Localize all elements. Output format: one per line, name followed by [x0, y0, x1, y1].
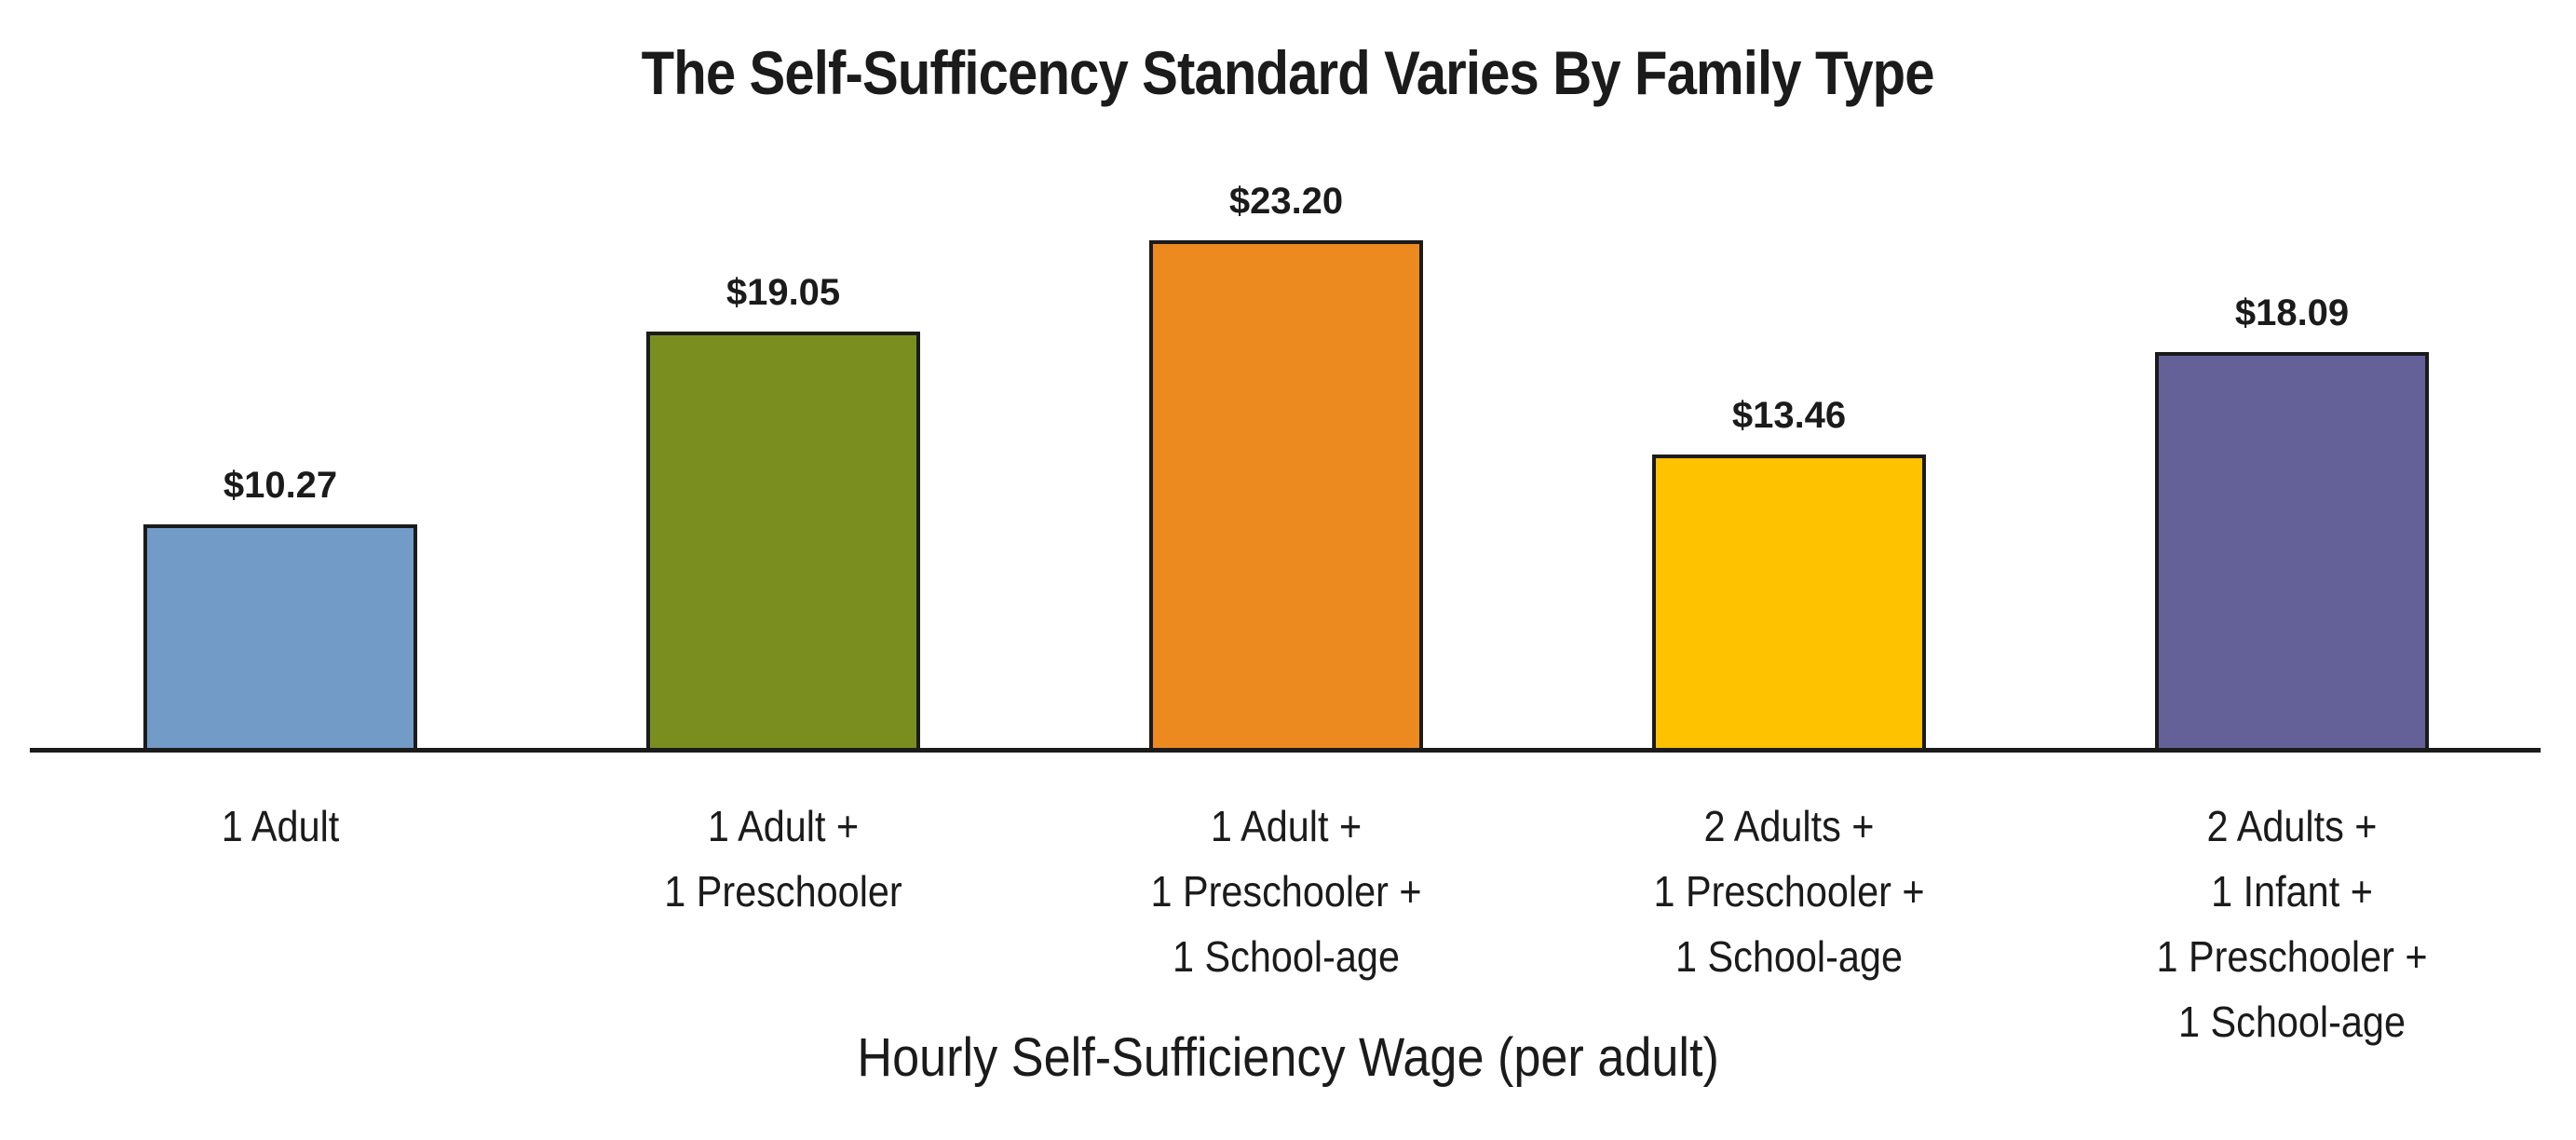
- x-axis-line: [30, 748, 2541, 753]
- category-label: 2 Adults + 1 Infant + 1 Preschooler + 1 …: [2068, 794, 2515, 1054]
- category-label-line: 1 Preschooler +: [2156, 932, 2428, 981]
- category-label-line: 2 Adults +: [2206, 802, 2378, 850]
- category-label: 1 Adult: [57, 794, 504, 859]
- bar-1-adult-1-preschooler-1-schoolage: [1149, 240, 1423, 750]
- category-label-line: 2 Adults +: [1703, 802, 1875, 850]
- category-label-line: 1 Adult +: [1210, 802, 1363, 850]
- chart-title: The Self-Sufficency Standard Varies By F…: [0, 37, 2576, 108]
- category-label: 1 Adult + 1 Preschooler + 1 School-age: [1063, 794, 1510, 989]
- category-label-line: 1 Infant +: [2211, 867, 2373, 916]
- category-label-line: 1 Adult: [221, 802, 340, 850]
- category-label-line: 1 Preschooler: [664, 867, 902, 916]
- category-label-line: 1 School-age: [1675, 932, 1903, 981]
- bar-1-adult-1-preschooler: [646, 331, 920, 750]
- category-label-line: 1 Adult +: [707, 802, 860, 850]
- bar-2-adults-1-preschooler-1-schoolage: [1652, 454, 1926, 750]
- category-label-line: 1 Preschooler +: [1653, 867, 1925, 916]
- data-label: $18.09: [2234, 292, 2350, 334]
- x-axis-title: Hourly Self-Sufficiency Wage (per adult): [0, 1028, 2576, 1088]
- data-label: $13.46: [1731, 394, 1847, 436]
- category-label-line: 1 School-age: [1173, 932, 1400, 981]
- category-label: 2 Adults + 1 Preschooler + 1 School-age: [1566, 794, 2013, 989]
- data-label: $10.27: [223, 464, 338, 506]
- category-label: 1 Adult + 1 Preschooler: [560, 794, 1007, 924]
- bar-1-adult: [143, 523, 417, 750]
- category-label-line: 1 School-age: [2178, 998, 2406, 1046]
- x-axis-title-text: Hourly Self-Sufficiency Wage (per adult): [857, 1027, 1719, 1088]
- category-label-line: 1 Preschooler +: [1150, 867, 1422, 916]
- bar-2-adults-1-infant-1-preschooler-1-schoolage: [2155, 352, 2429, 750]
- chart-title-text: The Self-Sufficency Standard Varies By F…: [641, 38, 1935, 107]
- data-label: $23.20: [1228, 181, 1344, 222]
- data-label: $19.05: [725, 271, 841, 313]
